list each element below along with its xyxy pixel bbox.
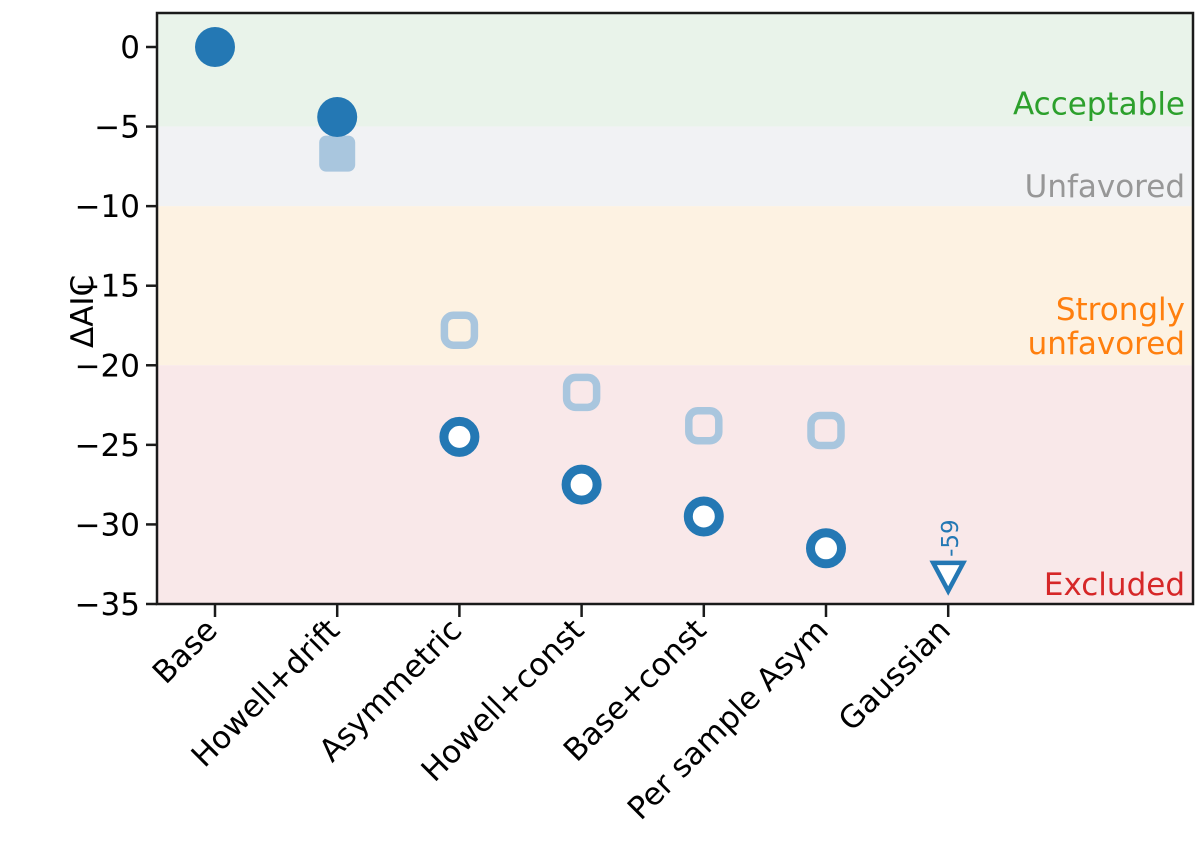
y-tick-label: −15 — [75, 269, 140, 305]
y-tick-label: −5 — [94, 110, 140, 146]
marker-circle-asymmetric — [439, 416, 480, 457]
x-tick-label-per-sample-asym: Per sample Asym — [621, 612, 836, 827]
y-tick-label: −35 — [75, 587, 140, 623]
y-tick-label: −25 — [75, 428, 140, 464]
band-label-acceptable: Acceptable — [1013, 86, 1185, 122]
band-strongly-unfavored — [157, 206, 1193, 366]
marker-circle-howell-drift — [317, 97, 358, 138]
marker-circle-per-sample-asym — [806, 528, 846, 569]
y-axis-label: ΔAIC — [65, 275, 101, 348]
band-label-unfavored: Unfavored — [1025, 169, 1185, 205]
marker-square-per-sample-asym — [807, 411, 845, 450]
band-label-excluded: Excluded — [1044, 567, 1185, 603]
band-excluded — [157, 365, 1193, 604]
y-tick-label: −30 — [75, 507, 140, 543]
x-tick-label-base: Base — [146, 612, 225, 691]
marker-square-base-const — [685, 407, 723, 445]
y-tick-label: −20 — [75, 348, 140, 384]
marker-triangle-down-gaussian — [929, 560, 967, 596]
marker-square-howell-drift — [319, 135, 356, 172]
marker-circle-base — [195, 27, 235, 67]
marker-square-asymmetric — [440, 311, 479, 350]
annotation-label-gaussian: -59 — [938, 519, 964, 557]
marker-square-howell-const — [562, 373, 601, 412]
plot-border — [155, 11, 1195, 606]
band-label-strongly-unfavored: Strongly — [1056, 292, 1185, 328]
y-tick-label: 0 — [120, 30, 140, 66]
band-label-strongly-unfavored: unfavored — [1028, 326, 1185, 362]
y-tick-label: −10 — [75, 189, 140, 225]
marker-circle-howell-const — [561, 464, 602, 505]
marker-circle-base-const — [683, 496, 724, 537]
x-tick-label-gaussian: Gaussian — [832, 612, 958, 738]
